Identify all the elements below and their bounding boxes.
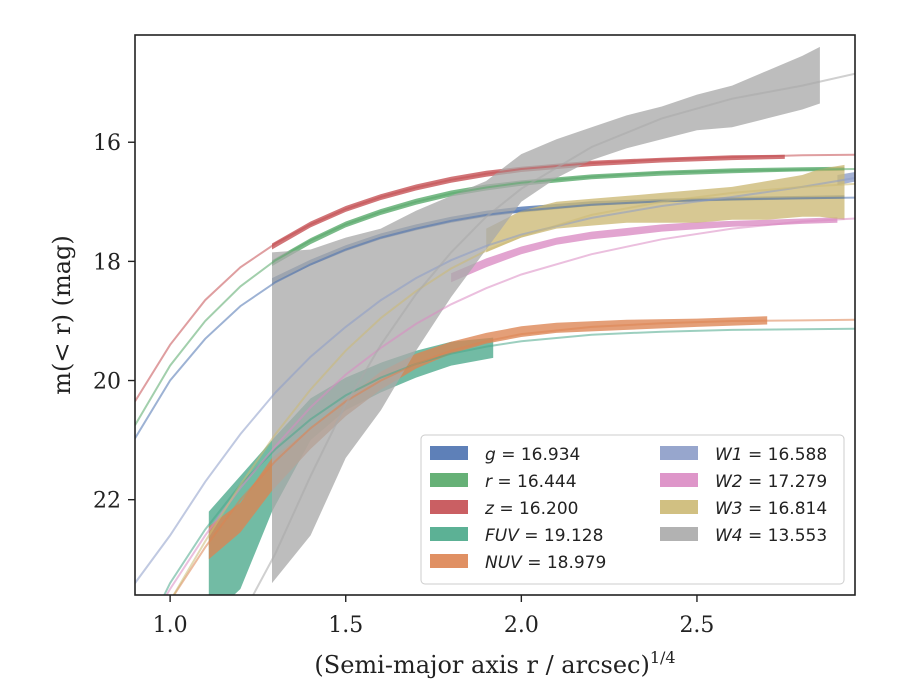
legend-entry-g: g = 16.934 — [485, 445, 580, 465]
x-axis-title: (Semi-major axis r / arcsec)1/4 — [314, 648, 675, 679]
model-curve-z — [135, 153, 855, 402]
legend-entry-nuv: NUV = 18.979 — [485, 553, 606, 573]
y-tick-label: 20 — [93, 370, 121, 395]
band-z — [272, 154, 785, 250]
y-tick-label: 16 — [93, 131, 121, 156]
legend-entry-w4: W4 = 13.553 — [715, 526, 827, 546]
uncertainty-bands — [208, 46, 855, 595]
legend-swatch-w4 — [660, 527, 698, 541]
y-axis-title: m(< r) (mag) — [48, 235, 76, 394]
band-w2 — [451, 217, 838, 283]
legend-swatch-w1 — [660, 446, 698, 460]
legend-swatch-r — [430, 473, 468, 487]
legend-entry-w1: W1 = 16.588 — [715, 445, 827, 465]
legend-swatch-fuv — [430, 527, 468, 541]
legend-entry-z: z = 16.200 — [484, 499, 578, 519]
model-curve-w4 — [252, 72, 855, 595]
band-w3 — [486, 164, 845, 253]
legend-box — [420, 434, 845, 585]
band-w4 — [272, 46, 820, 584]
x-axis-ticks: 1.0 1.5 2.0 2.5 — [153, 595, 714, 638]
model-curves — [135, 72, 855, 595]
x-tick-label: 1.5 — [328, 613, 363, 638]
legend-entry-fuv: FUV = 19.128 — [485, 526, 603, 546]
legend-swatch-nuv — [430, 554, 468, 568]
model-curve-g — [135, 196, 855, 439]
legend-swatch-w2 — [660, 473, 698, 487]
plot-frame — [134, 34, 856, 596]
y-tick-label: 22 — [93, 489, 121, 514]
legend-swatch-z — [430, 500, 468, 514]
y-axis-ticks: 16 18 20 22 — [93, 131, 135, 514]
legend-entry-w2: W2 = 17.279 — [715, 472, 827, 492]
x-tick-label: 1.0 — [153, 613, 188, 638]
model-curve-w1 — [135, 177, 855, 584]
legend-entry-r: r = 16.444 — [485, 472, 577, 492]
legend-swatch-w3 — [660, 500, 698, 514]
legend-entry-w3: W3 = 16.814 — [715, 499, 827, 519]
x-tick-label: 2.0 — [504, 613, 539, 638]
model-curve-r — [135, 168, 855, 426]
model-curve-w3 — [172, 182, 855, 595]
legend: g = 16.934 r = 16.444 z = 16.200 FUV = 19.1… — [420, 434, 845, 585]
y-tick-label: 18 — [93, 250, 121, 275]
model-curve-nuv — [172, 318, 855, 595]
legend-swatch-g — [430, 446, 468, 460]
x-tick-label: 2.5 — [679, 613, 714, 638]
